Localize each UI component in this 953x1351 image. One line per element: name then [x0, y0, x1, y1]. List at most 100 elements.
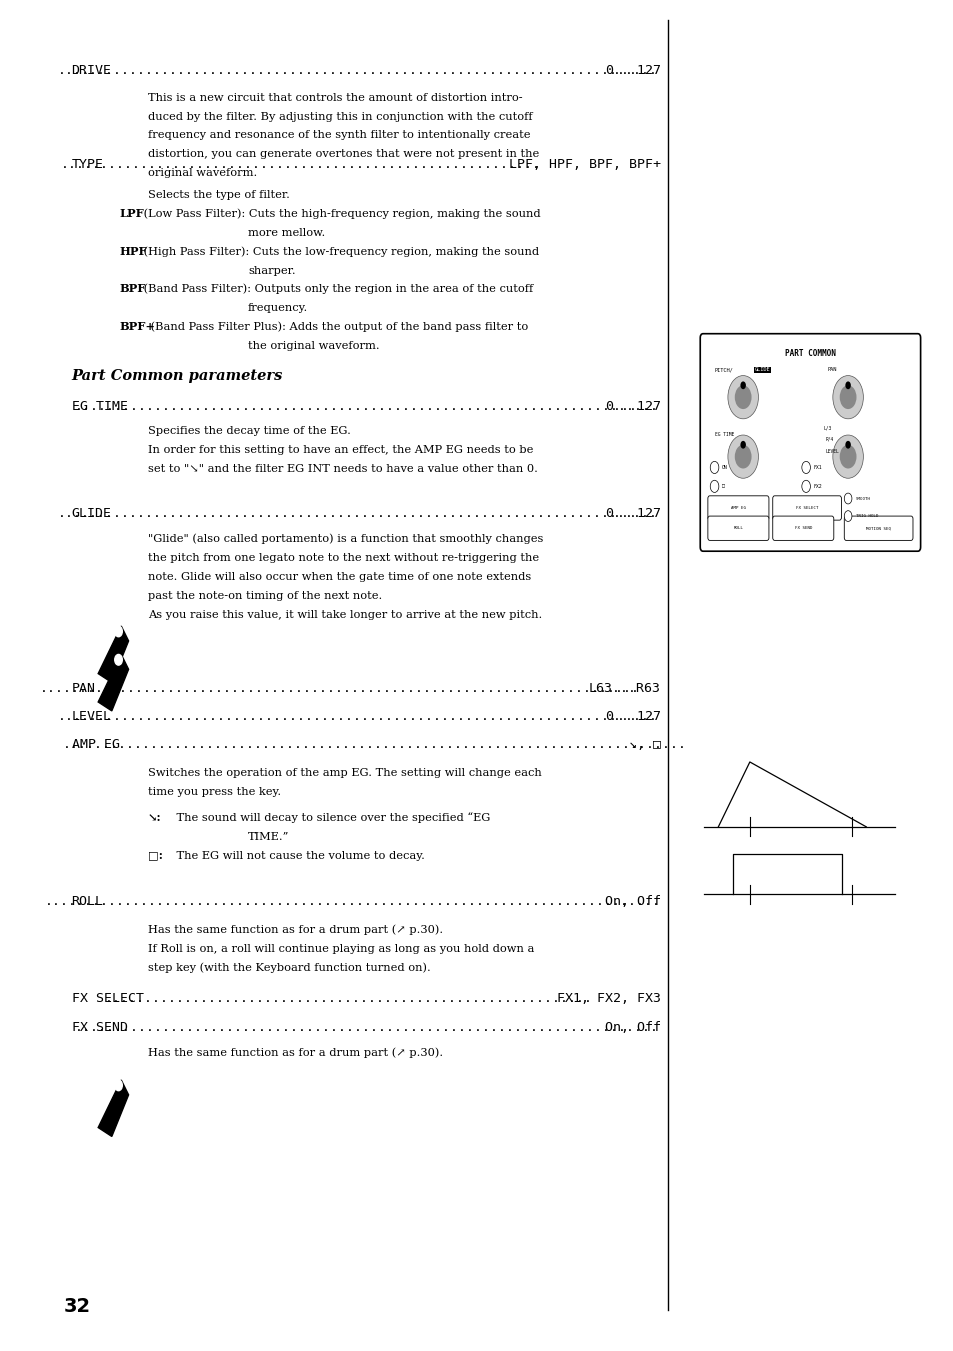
Text: GLIDE: GLIDE	[71, 507, 112, 520]
Text: LEVEL: LEVEL	[824, 449, 838, 454]
Circle shape	[832, 376, 862, 419]
Text: EG TIME: EG TIME	[714, 432, 733, 438]
Text: MOTION SEQ: MOTION SEQ	[865, 527, 890, 530]
Text: L63...R63: L63...R63	[589, 682, 660, 694]
Text: duced by the filter. By adjusting this in conjunction with the cutoff: duced by the filter. By adjusting this i…	[148, 112, 532, 122]
Circle shape	[801, 480, 809, 493]
Circle shape	[844, 381, 850, 389]
Text: ↘:: ↘:	[148, 812, 161, 823]
Text: PAN: PAN	[71, 682, 95, 694]
Circle shape	[709, 461, 719, 474]
Polygon shape	[98, 626, 129, 682]
Circle shape	[734, 385, 751, 409]
Text: AMP EG: AMP EG	[730, 507, 745, 509]
Text: In order for this setting to have an effect, the AMP EG needs to be: In order for this setting to have an eff…	[148, 446, 533, 455]
Circle shape	[801, 461, 809, 474]
Text: (Band Pass Filter): Outputs only the region in the area of the cutoff: (Band Pass Filter): Outputs only the reg…	[140, 284, 533, 295]
Text: .........................................................................: ........................................…	[74, 400, 658, 413]
Text: Selects the type of filter.: Selects the type of filter.	[148, 190, 290, 200]
Text: 0...127: 0...127	[604, 63, 660, 77]
Text: EG TIME: EG TIME	[71, 400, 128, 413]
Circle shape	[844, 440, 850, 449]
Circle shape	[114, 654, 122, 665]
FancyBboxPatch shape	[772, 516, 833, 540]
Text: PART COMMON: PART COMMON	[784, 349, 835, 358]
Text: ..............................................................................: ........................................…	[63, 739, 686, 751]
Text: ...........................................................................: ........................................…	[57, 711, 657, 723]
Text: ...........................................................................: ........................................…	[40, 682, 639, 694]
Circle shape	[727, 435, 758, 478]
Text: As you raise this value, it will take longer to arrive at the new pitch.: As you raise this value, it will take lo…	[148, 611, 541, 620]
Text: PAN: PAN	[826, 367, 836, 373]
Text: more mellow.: more mellow.	[248, 228, 325, 238]
Text: 0...127: 0...127	[604, 507, 660, 520]
Text: .............................................................: ........................................…	[105, 993, 592, 1005]
FancyBboxPatch shape	[772, 496, 841, 520]
Text: The EG will not cause the volume to decay.: The EG will not cause the volume to deca…	[161, 851, 424, 861]
Circle shape	[843, 511, 851, 521]
Text: .............................................................................: ........................................…	[45, 896, 660, 908]
Text: ROLL: ROLL	[733, 527, 742, 530]
Text: the original waveform.: the original waveform.	[248, 342, 379, 351]
Text: FX SELECT: FX SELECT	[795, 507, 818, 509]
Text: .........................................................................: ........................................…	[74, 1021, 658, 1034]
Text: GLIDE: GLIDE	[754, 367, 769, 373]
Text: DRIVE: DRIVE	[71, 63, 112, 77]
Text: If Roll is on, a roll will continue playing as long as you hold down a: If Roll is on, a roll will continue play…	[148, 944, 534, 954]
FancyBboxPatch shape	[707, 516, 768, 540]
Text: sharper.: sharper.	[248, 266, 295, 276]
Text: □:: □:	[148, 850, 163, 861]
FancyBboxPatch shape	[700, 334, 920, 551]
Text: 32: 32	[64, 1297, 91, 1316]
Text: note. Glide will also occur when the gate time of one note extends: note. Glide will also occur when the gat…	[148, 573, 531, 582]
Text: "Glide" (also called portamento) is a function that smoothly changes: "Glide" (also called portamento) is a fu…	[148, 534, 542, 544]
Text: FX3: FX3	[813, 503, 821, 508]
Text: LPF: LPF	[119, 208, 144, 219]
Circle shape	[801, 499, 809, 512]
Circle shape	[114, 626, 122, 636]
FancyBboxPatch shape	[843, 516, 912, 540]
Circle shape	[734, 444, 751, 469]
Text: distortion, you can generate overtones that were not present in the: distortion, you can generate overtones t…	[148, 150, 538, 159]
Text: step key (with the Keyboard function turned on).: step key (with the Keyboard function tur…	[148, 962, 430, 973]
Text: LPF, HPF, BPF, BPF+: LPF, HPF, BPF, BPF+	[509, 158, 660, 172]
Text: Part Common parameters: Part Common parameters	[71, 369, 283, 382]
Text: PITCH/: PITCH/	[714, 367, 733, 373]
Text: TIME.”: TIME.”	[248, 832, 289, 842]
Text: FX SELECT: FX SELECT	[71, 993, 143, 1005]
Text: (High Pass Filter): Cuts the low-frequency region, making the sound: (High Pass Filter): Cuts the low-frequen…	[140, 246, 538, 257]
Circle shape	[740, 381, 745, 389]
Text: FX1, FX2, FX3: FX1, FX2, FX3	[557, 993, 660, 1005]
Text: FX1: FX1	[813, 465, 821, 470]
Text: set to "↘" and the filter EG INT needs to have a value other than 0.: set to "↘" and the filter EG INT needs t…	[148, 465, 537, 474]
Text: ROLL: ROLL	[71, 896, 104, 908]
Text: original waveform.: original waveform.	[148, 169, 257, 178]
Text: This is a new circuit that controls the amount of distortion intro-: This is a new circuit that controls the …	[148, 93, 522, 103]
Circle shape	[839, 444, 856, 469]
Text: On, Off: On, Off	[604, 1021, 660, 1034]
Circle shape	[740, 440, 745, 449]
Text: ...........................................................................: ........................................…	[57, 507, 657, 520]
Text: FX SEND: FX SEND	[71, 1021, 128, 1034]
Circle shape	[709, 480, 719, 493]
Circle shape	[832, 435, 862, 478]
Circle shape	[839, 385, 856, 409]
Circle shape	[114, 1079, 122, 1090]
Text: frequency.: frequency.	[248, 304, 308, 313]
Text: 0...127: 0...127	[604, 400, 660, 413]
Text: Specifies the decay time of the EG.: Specifies the decay time of the EG.	[148, 427, 351, 436]
Polygon shape	[98, 1079, 129, 1136]
Text: Has the same function as for a drum part (↗ p.30).: Has the same function as for a drum part…	[148, 924, 442, 935]
Text: L/3: L/3	[822, 426, 831, 431]
Text: TYPE: TYPE	[71, 158, 104, 172]
Text: ON: ON	[721, 465, 727, 470]
Text: ↘, □: ↘, □	[628, 739, 660, 751]
Text: BPF+: BPF+	[119, 322, 155, 332]
Text: FX SEND: FX SEND	[794, 527, 811, 530]
Text: past the note-on timing of the next note.: past the note-on timing of the next note…	[148, 592, 382, 601]
Text: R/4: R/4	[824, 436, 833, 442]
Text: ...........................................................................: ........................................…	[57, 63, 657, 77]
Text: Has the same function as for a drum part (↗ p.30).: Has the same function as for a drum part…	[148, 1047, 442, 1058]
Text: □: □	[721, 484, 724, 489]
Text: BPF: BPF	[119, 284, 146, 295]
